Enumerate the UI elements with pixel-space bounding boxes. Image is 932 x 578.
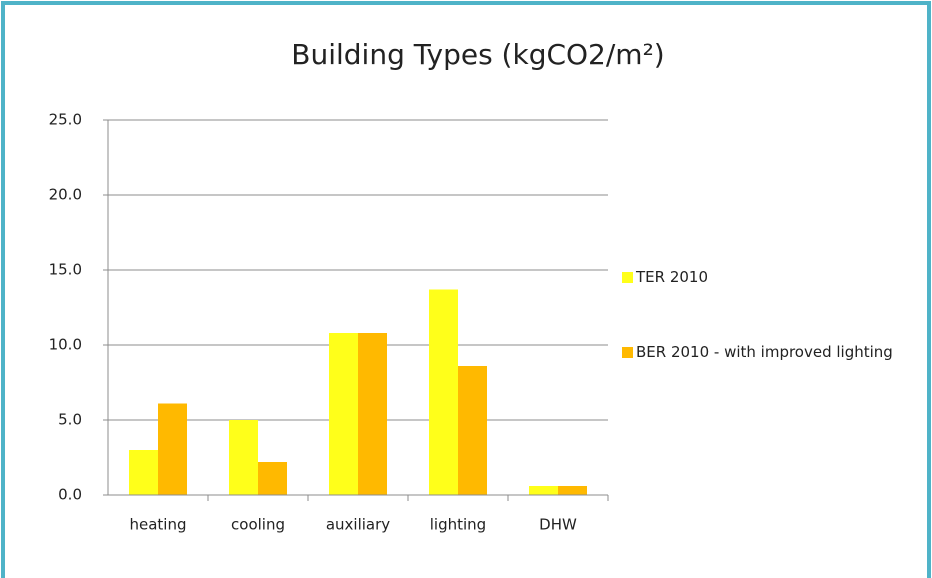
y-tick-label: 5.0 — [58, 411, 82, 429]
legend-label: BER 2010 - with improved lighting — [636, 343, 893, 361]
legend-item: BER 2010 - with improved lighting — [622, 340, 922, 364]
legend-swatch — [622, 347, 633, 358]
y-tick-label: 20.0 — [49, 186, 82, 204]
x-tick-label: DHW — [539, 516, 577, 534]
bar — [229, 420, 258, 495]
bar — [429, 289, 458, 495]
y-tick-label: 10.0 — [49, 336, 82, 354]
x-tick-label: heating — [129, 516, 186, 534]
x-tick-label: lighting — [430, 516, 486, 534]
y-tick-label: 25.0 — [49, 111, 82, 129]
y-tick-label: 15.0 — [49, 261, 82, 279]
bar — [329, 333, 358, 495]
legend-item: TER 2010 — [622, 265, 922, 289]
x-tick-label: cooling — [231, 516, 285, 534]
bar — [529, 486, 558, 495]
x-tick-label: auxiliary — [326, 516, 390, 534]
bar — [558, 486, 587, 495]
bar — [458, 366, 487, 495]
bar — [129, 450, 158, 495]
bar — [258, 462, 287, 495]
bar — [358, 333, 387, 495]
chart-title: Building Types (kgCO2/m²) — [291, 38, 664, 71]
legend-swatch — [622, 272, 633, 283]
legend-label: TER 2010 — [636, 268, 709, 286]
bar — [158, 403, 187, 495]
y-tick-label: 0.0 — [58, 486, 82, 504]
